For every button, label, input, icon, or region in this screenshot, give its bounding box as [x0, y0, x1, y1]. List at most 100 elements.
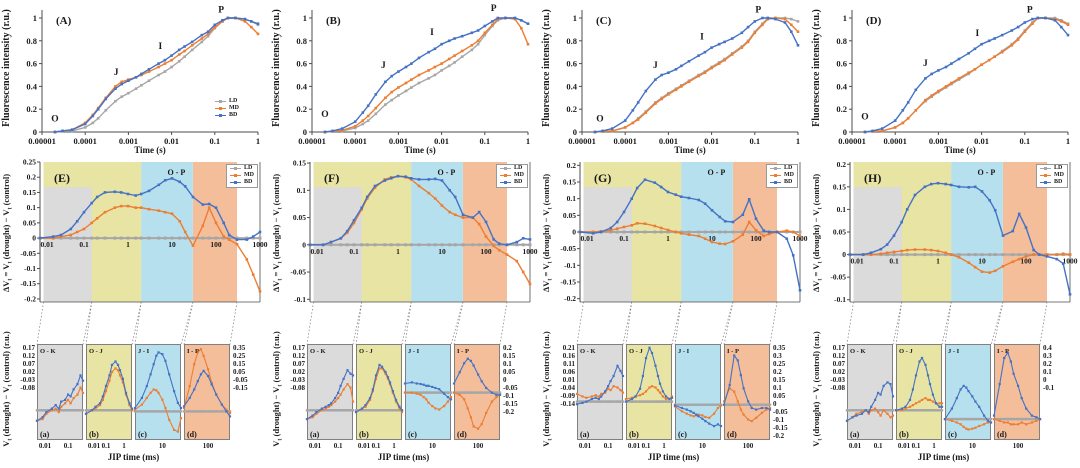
svg-text:1: 1	[392, 442, 396, 450]
x-axis-label: JIP time (ms)	[917, 452, 970, 462]
legend-marker-icon-BD	[215, 114, 226, 117]
tick-label: 0.06	[562, 368, 575, 376]
svg-text:0: 0	[33, 127, 37, 137]
tick-label: 0.02	[832, 368, 845, 376]
svg-text:0.0001: 0.0001	[344, 136, 367, 146]
series-MD	[323, 16, 530, 134]
phase-annotation-P: P	[755, 5, 761, 15]
right-axis-ticks: 0.35 0.25 0.15 0.05 -0.05 -0.15	[233, 344, 263, 440]
svg-text:0.01: 0.01	[164, 136, 179, 146]
subpanel-letter: (a)	[310, 430, 320, 439]
x-axis-label: JIP time (ms)	[647, 452, 700, 462]
plot-(D): 0 0.2 0.4 0.6 0.8 1 0.00001 0.0001 0.001 0.01 0.1 1…	[836, 5, 1070, 155]
svg-text:0.01: 0.01	[628, 442, 641, 450]
series-BD	[182, 369, 232, 418]
series-LD	[722, 403, 772, 406]
series-BD	[403, 381, 453, 401]
svg-text:0.05: 0.05	[833, 228, 846, 237]
svg-text:0.15: 0.15	[293, 159, 306, 168]
panel-(G): ΔVt = Vt (drought) − Vt (control) 0.2 0.15…	[540, 156, 810, 310]
svg-text:0.001: 0.001	[659, 136, 678, 146]
panel-letter: (E)	[54, 171, 70, 185]
legend-label-MD: MD	[784, 172, 794, 178]
tick-label: -0.04	[560, 384, 575, 392]
subpanel-(E)-d: I - P (d) 100	[182, 344, 232, 450]
annotations: O J I P	[321, 4, 496, 120]
axes: 0 0.2 0.4 0.6 0.8 1 0.00001 0.0001 0.001 0.01 0.1 1	[296, 10, 530, 146]
svg-text:0.1: 0.1	[749, 136, 760, 146]
legend-marker-icon-MD	[215, 107, 226, 110]
subpanel-letter: (c)	[678, 430, 687, 439]
series-LD	[305, 409, 355, 412]
phase-annotation-J: J	[653, 61, 658, 71]
svg-text:0.1: 0.1	[1019, 136, 1030, 146]
svg-text:1: 1	[122, 442, 126, 450]
annotations: O J I P	[596, 5, 761, 124]
tick-label: 0.2	[773, 368, 782, 376]
svg-text:0: 0	[303, 127, 307, 137]
tick-label: 0.35	[773, 344, 786, 352]
series-MD	[992, 418, 1042, 426]
series-BD	[133, 351, 183, 410]
tick-label: 0.07	[22, 360, 35, 368]
subpanel-letter: (b)	[359, 430, 369, 439]
svg-text:1: 1	[396, 247, 400, 256]
tick-label: 0.16	[562, 352, 575, 360]
svg-text:0.6: 0.6	[26, 59, 37, 69]
svg-text:0.2: 0.2	[27, 173, 37, 182]
legend-entry-MD: MD	[499, 172, 524, 179]
panel-letter: (D)	[866, 15, 882, 27]
x-axis-label: Time (s)	[674, 145, 706, 155]
svg-text:1000: 1000	[793, 234, 808, 243]
subpanel-(G)-c: J - I (c) 10	[673, 344, 723, 450]
region-label: O - P	[708, 168, 726, 177]
tick-label: 0.02	[292, 368, 305, 376]
phase-range-label: O - J	[359, 348, 373, 355]
series-BD	[53, 16, 260, 134]
phase-range-label: J - I	[408, 348, 420, 355]
tick-label: 0.05	[233, 368, 246, 376]
band-band_yellow	[356, 344, 402, 440]
left-axis-ticks: 0.17 0.12 0.07 0.02 -0.03 -0.08	[281, 344, 305, 440]
legend-label-MD: MD	[514, 172, 524, 178]
series-BD	[308, 174, 532, 247]
phase-range-label: O - K	[40, 348, 56, 355]
tick-label: 0.3	[1043, 352, 1052, 360]
subpanel-letter: (d)	[997, 430, 1007, 439]
tick-label: 0	[503, 376, 507, 384]
svg-text:0: 0	[302, 240, 306, 249]
svg-text:1: 1	[573, 13, 577, 23]
tick-label: 0.12	[832, 352, 845, 360]
phase-annotation-P: P	[491, 4, 497, 14]
phase-annotation-J: J	[381, 61, 386, 71]
x-axis-label: JIP time (ms)	[377, 452, 430, 462]
svg-text:0.4: 0.4	[26, 81, 37, 91]
subpanel-(F)-d: I - P (d) 100	[452, 344, 502, 450]
tick-label: -0.05	[773, 408, 788, 416]
subpanel-(F)-c: J - I (c) 10	[403, 344, 453, 450]
svg-text:0.2: 0.2	[836, 104, 847, 114]
legend-marker-icon-BD	[500, 181, 511, 184]
svg-text:0.1: 0.1	[874, 442, 883, 450]
legend-marker-icon-LD	[500, 167, 511, 170]
left-axis-ticks: 0.21 0.16 0.11 0.06 0.01 -0.04 -0.09 -0.14	[551, 344, 575, 440]
svg-text:-0.1: -0.1	[564, 261, 576, 270]
tick-label: -0.2	[773, 432, 785, 440]
tick-label: 0.25	[773, 360, 786, 368]
svg-text:0.00001: 0.00001	[838, 136, 866, 146]
svg-text:0.6: 0.6	[296, 59, 307, 69]
subpanel-letter: (c)	[948, 430, 957, 439]
svg-text:10: 10	[708, 234, 716, 243]
legend-label-LD: LD	[784, 165, 793, 171]
svg-text:0.2: 0.2	[567, 161, 577, 170]
subpanel-(H)-a: O - K (a) 0.01 0.1	[845, 344, 895, 450]
panel-letter: (B)	[326, 15, 341, 27]
svg-text:-0.15: -0.15	[20, 279, 36, 288]
svg-text:10: 10	[159, 442, 167, 450]
svg-text:1000: 1000	[1063, 257, 1078, 266]
band-band_blue	[675, 344, 721, 440]
svg-text:100: 100	[1020, 257, 1032, 266]
legend-entry-LD: LD	[769, 165, 794, 172]
svg-text:0.2: 0.2	[296, 104, 307, 114]
svg-text:-0.2: -0.2	[564, 294, 576, 303]
